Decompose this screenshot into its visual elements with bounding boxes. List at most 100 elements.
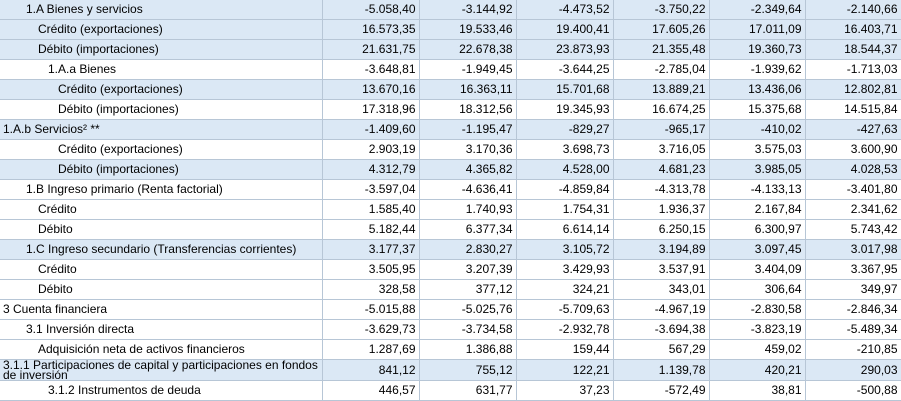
value-cell[interactable]: 16.363,11 bbox=[419, 79, 517, 100]
table-row[interactable]: Débito (importaciones) 21.631,75 22.678,38… bbox=[0, 39, 901, 60]
table-row[interactable]: Adquisición neta de activos financieros 1… bbox=[0, 339, 901, 360]
row-label[interactable]: 3 Cuenta financiera bbox=[0, 299, 323, 320]
value-cell[interactable]: 3.017,98 bbox=[805, 239, 901, 260]
value-cell[interactable]: -5.025,76 bbox=[419, 299, 517, 320]
value-cell[interactable]: -3.750,22 bbox=[613, 0, 710, 20]
value-cell[interactable]: 6.250,15 bbox=[613, 219, 710, 240]
value-cell[interactable]: 19.400,41 bbox=[516, 19, 614, 40]
value-cell[interactable]: -3.694,38 bbox=[613, 319, 710, 340]
value-cell[interactable]: 3.537,91 bbox=[613, 259, 710, 280]
value-cell[interactable]: -2.846,34 bbox=[805, 299, 901, 320]
value-cell[interactable]: 1.386,88 bbox=[419, 339, 517, 360]
value-cell[interactable]: -3.734,58 bbox=[419, 319, 517, 340]
value-cell[interactable]: 6.300,97 bbox=[709, 219, 806, 240]
row-label[interactable]: Crédito bbox=[0, 199, 323, 220]
value-cell[interactable]: -3.597,04 bbox=[322, 179, 420, 200]
value-cell[interactable]: 2.341,62 bbox=[805, 199, 901, 220]
value-cell[interactable]: 1.754,31 bbox=[516, 199, 614, 220]
table-row[interactable]: 1.A.b Servicios² ** -1.409,60 -1.195,47 -82… bbox=[0, 119, 901, 140]
value-cell[interactable]: 13.436,06 bbox=[709, 79, 806, 100]
value-cell[interactable]: -3.644,25 bbox=[516, 59, 614, 80]
value-cell[interactable]: -965,17 bbox=[613, 119, 710, 140]
value-cell[interactable]: 631,77 bbox=[419, 380, 517, 401]
value-cell[interactable]: -1.713,03 bbox=[805, 59, 901, 80]
value-cell[interactable]: 13.670,16 bbox=[322, 79, 420, 100]
value-cell[interactable]: 377,12 bbox=[419, 279, 517, 300]
value-cell[interactable]: -3.144,92 bbox=[419, 0, 517, 20]
value-cell[interactable]: -500,88 bbox=[805, 380, 901, 401]
value-cell[interactable]: 5.743,42 bbox=[805, 219, 901, 240]
table-row[interactable]: Crédito 3.505,95 3.207,39 3.429,93 3.537,91 3… bbox=[0, 259, 901, 280]
value-cell[interactable]: -3.648,81 bbox=[322, 59, 420, 80]
value-cell[interactable]: 17.318,96 bbox=[322, 99, 420, 120]
value-cell[interactable]: 3.716,05 bbox=[613, 139, 710, 160]
value-cell[interactable]: 459,02 bbox=[709, 339, 806, 360]
value-cell[interactable]: -2.830,58 bbox=[709, 299, 806, 320]
value-cell[interactable]: 2.903,19 bbox=[322, 139, 420, 160]
value-cell[interactable]: -427,63 bbox=[805, 119, 901, 140]
value-cell[interactable]: 22.678,38 bbox=[419, 39, 517, 60]
value-cell[interactable]: 19.345,93 bbox=[516, 99, 614, 120]
value-cell[interactable]: 841,12 bbox=[322, 359, 420, 381]
value-cell[interactable]: -1.949,45 bbox=[419, 59, 517, 80]
value-cell[interactable]: 1.936,37 bbox=[613, 199, 710, 220]
value-cell[interactable]: 3.600,90 bbox=[805, 139, 901, 160]
value-cell[interactable]: 3.170,36 bbox=[419, 139, 517, 160]
row-label[interactable]: Débito bbox=[0, 219, 323, 240]
value-cell[interactable]: 1.139,78 bbox=[613, 359, 710, 381]
row-label[interactable]: 1.B Ingreso primario (Renta factorial) bbox=[0, 179, 323, 200]
value-cell[interactable]: 5.182,44 bbox=[322, 219, 420, 240]
value-cell[interactable]: -3.629,73 bbox=[322, 319, 420, 340]
value-cell[interactable]: -4.967,19 bbox=[613, 299, 710, 320]
row-label[interactable]: 1.C Ingreso secundario (Transferencias c… bbox=[0, 239, 323, 260]
table-row[interactable]: 3.1.1 Participaciones de capital y parti… bbox=[0, 359, 901, 381]
value-cell[interactable]: 2.167,84 bbox=[709, 199, 806, 220]
table-row[interactable]: Crédito (exportaciones) 16.573,35 19.533,4… bbox=[0, 19, 901, 40]
row-label[interactable]: Débito bbox=[0, 279, 323, 300]
value-cell[interactable]: 446,57 bbox=[322, 380, 420, 401]
table-row[interactable]: 3.1 Inversión directa -3.629,73 -3.734,58-… bbox=[0, 319, 901, 340]
value-cell[interactable]: -1.409,60 bbox=[322, 119, 420, 140]
row-label[interactable]: 3.1.2 Instrumentos de deuda bbox=[0, 380, 323, 401]
value-cell[interactable]: 4.681,23 bbox=[613, 159, 710, 180]
row-label[interactable]: Débito (importaciones) bbox=[0, 99, 323, 120]
value-cell[interactable]: -5.489,34 bbox=[805, 319, 901, 340]
value-cell[interactable]: 13.889,21 bbox=[613, 79, 710, 100]
table-row[interactable]: Débito (importaciones) 4.312,79 4.365,82 4.… bbox=[0, 159, 901, 180]
row-label[interactable]: 1.A.a Bienes bbox=[0, 59, 323, 80]
row-label[interactable]: Débito (importaciones) bbox=[0, 159, 323, 180]
table-row[interactable]: Crédito 1.585,40 1.740,93 1.754,31 1.936,37 2… bbox=[0, 199, 901, 220]
value-cell[interactable]: 37,23 bbox=[516, 380, 614, 401]
value-cell[interactable]: -4.636,41 bbox=[419, 179, 517, 200]
value-cell[interactable]: 3.985,05 bbox=[709, 159, 806, 180]
value-cell[interactable]: 1.740,93 bbox=[419, 199, 517, 220]
table-row[interactable]: 3 Cuenta financiera -5.015,88 -5.025,76 -5.… bbox=[0, 299, 901, 320]
table-row[interactable]: Crédito (exportaciones) 13.670,16 16.363,1… bbox=[0, 79, 901, 100]
value-cell[interactable]: -210,85 bbox=[805, 339, 901, 360]
value-cell[interactable]: 3.207,39 bbox=[419, 259, 517, 280]
value-cell[interactable]: 6.614,14 bbox=[516, 219, 614, 240]
value-cell[interactable]: 4.028,53 bbox=[805, 159, 901, 180]
value-cell[interactable]: -5.058,40 bbox=[322, 0, 420, 20]
value-cell[interactable]: -5.015,88 bbox=[322, 299, 420, 320]
value-cell[interactable]: 16.573,35 bbox=[322, 19, 420, 40]
value-cell[interactable]: 3.177,37 bbox=[322, 239, 420, 260]
value-cell[interactable]: 19.533,46 bbox=[419, 19, 517, 40]
value-cell[interactable]: 3.404,09 bbox=[709, 259, 806, 280]
value-cell[interactable]: 4.365,82 bbox=[419, 159, 517, 180]
table-row[interactable]: Crédito (exportaciones) 2.903,19 3.170,36 3… bbox=[0, 139, 901, 160]
value-cell[interactable]: 3.575,03 bbox=[709, 139, 806, 160]
value-cell[interactable]: -4.859,84 bbox=[516, 179, 614, 200]
row-label[interactable]: Crédito (exportaciones) bbox=[0, 79, 323, 100]
value-cell[interactable]: -2.785,04 bbox=[613, 59, 710, 80]
value-cell[interactable]: 18.312,56 bbox=[419, 99, 517, 120]
value-cell[interactable]: 349,97 bbox=[805, 279, 901, 300]
value-cell[interactable]: 290,03 bbox=[805, 359, 901, 381]
table-row[interactable]: 1.A Bienes y servicios -5.058,40 -3.144,92… bbox=[0, 0, 901, 20]
row-label[interactable]: Crédito bbox=[0, 259, 323, 280]
value-cell[interactable]: -3.401,80 bbox=[805, 179, 901, 200]
value-cell[interactable]: 2.830,27 bbox=[419, 239, 517, 260]
row-label[interactable]: Adquisición neta de activos financieros bbox=[0, 339, 323, 360]
value-cell[interactable]: 21.355,48 bbox=[613, 39, 710, 60]
row-label[interactable]: 1.A Bienes y servicios bbox=[0, 0, 323, 20]
